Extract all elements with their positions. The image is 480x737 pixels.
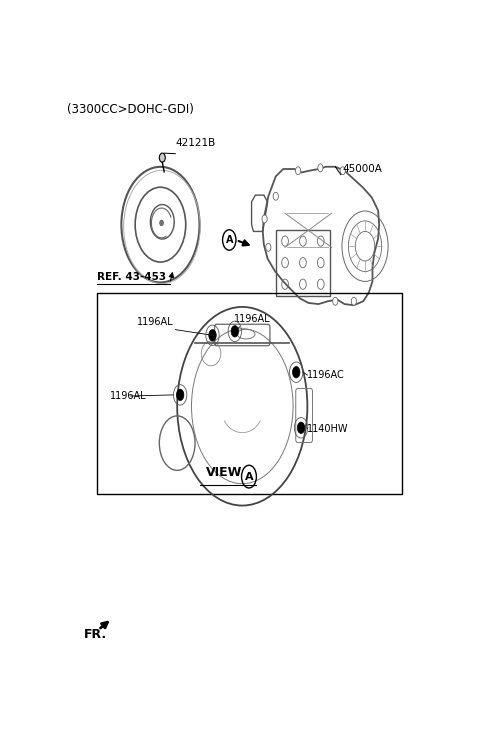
- Circle shape: [177, 389, 184, 401]
- Circle shape: [333, 297, 338, 305]
- Circle shape: [231, 326, 239, 337]
- Circle shape: [292, 366, 300, 378]
- Text: 1196AC: 1196AC: [307, 370, 345, 380]
- Text: FR.: FR.: [84, 628, 108, 641]
- Circle shape: [209, 329, 216, 341]
- Circle shape: [318, 164, 323, 172]
- Circle shape: [262, 215, 267, 223]
- Circle shape: [351, 297, 357, 305]
- Text: 1196AL: 1196AL: [137, 317, 173, 326]
- Circle shape: [159, 153, 165, 162]
- Text: A: A: [245, 472, 253, 481]
- Circle shape: [223, 230, 236, 250]
- Circle shape: [296, 167, 300, 175]
- Text: REF. 43-453: REF. 43-453: [97, 272, 167, 282]
- Text: 42121B: 42121B: [175, 138, 216, 148]
- Circle shape: [297, 422, 305, 433]
- Text: VIEW: VIEW: [205, 467, 242, 480]
- Text: A: A: [226, 235, 233, 245]
- Text: 1140HW: 1140HW: [307, 424, 349, 434]
- Circle shape: [340, 167, 345, 175]
- Circle shape: [266, 243, 271, 251]
- Text: 45000A: 45000A: [343, 164, 383, 174]
- Bar: [97, 293, 402, 495]
- Circle shape: [160, 220, 163, 226]
- Text: (3300CC>DOHC-GDI): (3300CC>DOHC-GDI): [67, 102, 194, 116]
- Text: 1196AL: 1196AL: [234, 314, 271, 324]
- Bar: [276, 230, 330, 296]
- Circle shape: [273, 192, 278, 200]
- Text: 1196AL: 1196AL: [110, 391, 147, 401]
